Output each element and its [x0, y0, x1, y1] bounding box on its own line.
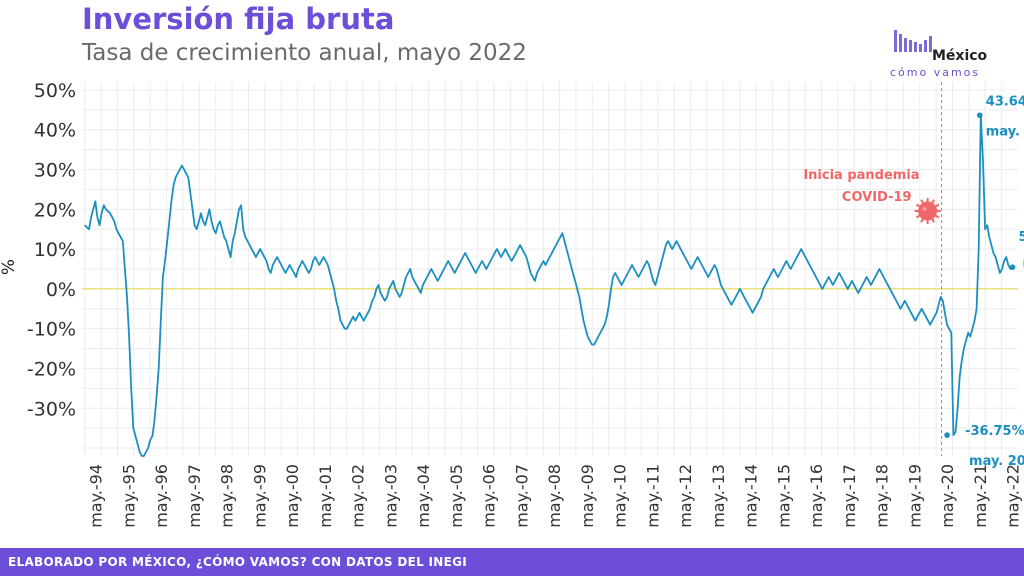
mexico-como-vamos-logo: México cómo vamos	[888, 22, 1008, 82]
y-tick-label: 50%	[34, 80, 76, 102]
x-tick-label: may.-01	[316, 464, 335, 528]
x-tick-label: may.-14	[742, 464, 761, 528]
y-tick-label: 0%	[46, 279, 76, 301]
series-line-path	[84, 114, 1014, 457]
y-tick-label: -30%	[27, 398, 76, 420]
annotation-point	[1009, 264, 1016, 270]
x-tick-label: may.-11	[643, 464, 662, 528]
y-axis-label: %	[0, 259, 19, 275]
x-tick-label: may.-99	[250, 464, 269, 528]
virus-icon	[920, 218, 924, 223]
x-tick-label: may.-10	[611, 464, 630, 528]
y-tick-label: -20%	[27, 358, 76, 380]
x-tick-label: may.-96	[152, 464, 171, 528]
x-tick-label: may.-22	[1004, 464, 1023, 528]
footer-bar: ELABORADO POR MÉXICO, ¿CÓMO VAMOS? CON D…	[0, 548, 1024, 576]
annotation-point	[944, 432, 950, 438]
chart-title: Inversión fija bruta	[82, 2, 395, 36]
virus-icon	[934, 214, 940, 219]
covid-event: Inicia pandemia COVID-19	[803, 82, 943, 456]
y-axis-ticks: -30% -20% -10% 0% 10% 20% 30% 40% 50%	[27, 80, 76, 420]
x-tick-label: may.-04	[414, 464, 433, 528]
footer-credit: ELABORADO POR MÉXICO, ¿CÓMO VAMOS? CON D…	[8, 555, 468, 569]
virus-icon	[931, 218, 935, 223]
x-tick-label: may.-17	[840, 464, 859, 528]
virus-icon	[934, 203, 940, 208]
x-tick-label: may.-94	[87, 464, 106, 528]
virus-icon	[931, 199, 935, 204]
virus-icon	[915, 203, 921, 208]
chart-subtitle: Tasa de crecimiento anual, mayo 2022	[82, 40, 527, 66]
x-tick-label: may.-18	[873, 464, 892, 528]
virus-icon	[918, 201, 938, 221]
x-axis-ticks: may.-94 may.-95 may.-96 may.-97 may.-98 may.-…	[87, 464, 1023, 528]
pandemic-label: Inicia pandemia	[803, 168, 919, 183]
x-tick-label: may.-16	[807, 464, 826, 528]
x-tick-label: may.-03	[381, 464, 400, 528]
y-tick-label: 10%	[34, 239, 76, 261]
x-tick-label: may.-98	[218, 464, 237, 528]
annotation-date: may. 2022	[1023, 256, 1024, 271]
y-tick-label: 30%	[34, 160, 76, 182]
annotations: 43.64% may. 2021 -36.75% may. 2020 5.46% may.…	[944, 94, 1024, 469]
annotation-date: may. 2020	[969, 454, 1024, 469]
annotation-date: may. 2021	[986, 124, 1024, 139]
x-tick-label: may.-08	[545, 464, 564, 528]
annotation-point	[976, 112, 983, 119]
x-tick-label: may.-09	[578, 464, 597, 528]
y-tick-label: 40%	[34, 120, 76, 142]
annotation-value: 43.64%	[986, 94, 1024, 109]
x-tick-label: may.-95	[119, 464, 138, 528]
x-tick-label: may.-05	[447, 464, 466, 528]
x-tick-label: may.-02	[349, 464, 368, 528]
x-tick-label: may.-97	[185, 464, 204, 528]
x-tick-label: may.-20	[938, 464, 957, 528]
annotation-value: 5.46%	[1019, 230, 1024, 245]
x-tick-label: may.-19	[905, 464, 924, 528]
logo-name: México	[932, 48, 988, 64]
logo-bars-icon	[892, 26, 936, 52]
x-tick-label: may.-21	[971, 464, 990, 528]
x-tick-label: may.-13	[709, 464, 728, 528]
x-tick-label: may.-15	[774, 464, 793, 528]
x-tick-label: may.-00	[283, 464, 302, 528]
x-tick-label: may.-06	[480, 464, 499, 528]
annotation-value: -36.75%	[965, 424, 1024, 439]
logo-tagline: cómo vamos	[890, 66, 981, 79]
virus-icon	[920, 199, 924, 204]
y-tick-label: -10%	[27, 319, 76, 341]
series-line	[84, 114, 1014, 457]
virus-icon	[915, 214, 921, 219]
y-tick-label: 20%	[34, 199, 76, 221]
pandemic-label: COVID-19	[842, 190, 912, 205]
virus-icon	[922, 207, 927, 211]
chart-grid	[82, 82, 1018, 456]
x-tick-label: may.-07	[512, 464, 531, 528]
x-tick-label: may.-12	[676, 464, 695, 528]
